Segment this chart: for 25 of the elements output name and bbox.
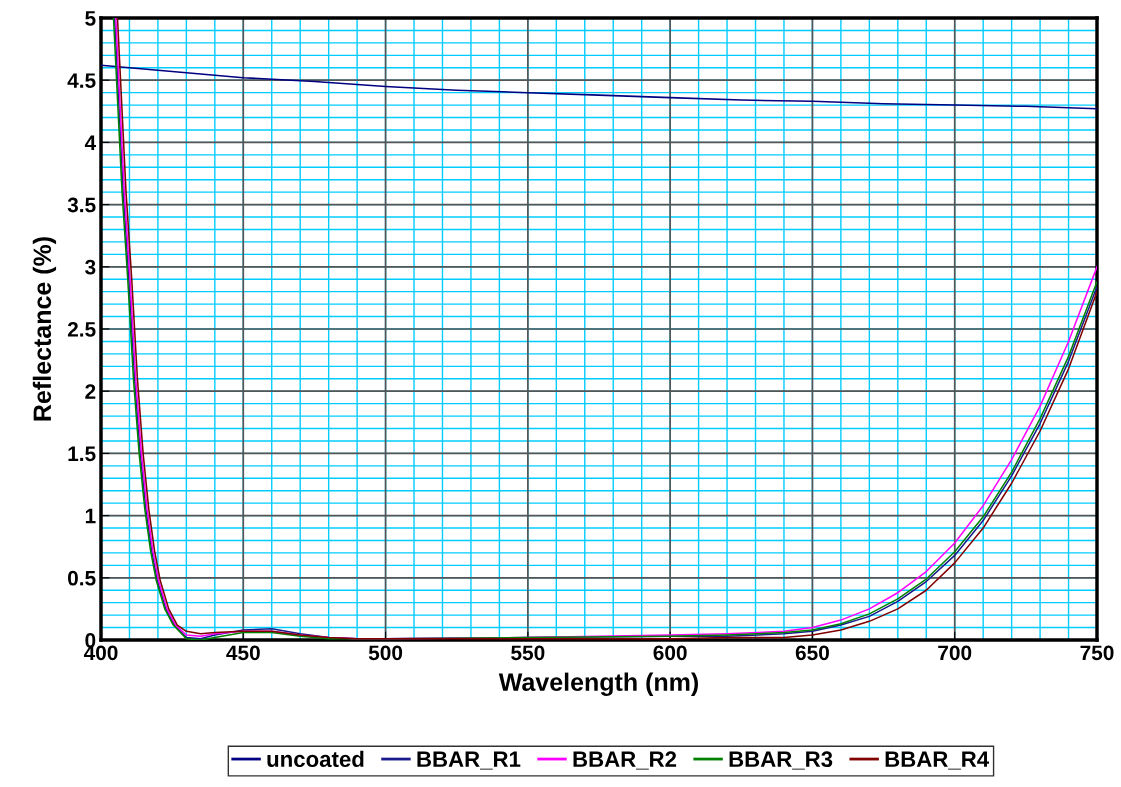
y-tick-label: 5 xyxy=(85,11,96,26)
legend-label: BBAR_R3 xyxy=(729,751,833,770)
legend-label: BBAR_R2 xyxy=(573,751,677,770)
x-tick-label: 750 xyxy=(1080,645,1114,661)
y-tick-label: 0.5 xyxy=(68,570,96,586)
x-tick-label: 700 xyxy=(938,645,972,661)
x-tick-label: 550 xyxy=(511,645,545,661)
x-tick-label: 500 xyxy=(368,645,403,661)
y-tick-label: 3 xyxy=(85,259,96,275)
y-axis-title: Reflectance (%) xyxy=(32,237,57,421)
legend-label: uncoated xyxy=(267,750,364,768)
y-tick-label: 3.5 xyxy=(67,197,96,213)
y-tick-label: 1.5 xyxy=(68,446,96,462)
y-tick-label: 1 xyxy=(85,508,96,524)
y-tick-label: 2 xyxy=(85,384,96,399)
legend-label: BBAR_R4 xyxy=(885,751,990,770)
x-tick-label: 650 xyxy=(795,645,829,661)
x-axis-title: Wavelength (nm) xyxy=(498,672,698,697)
x-tick-label: 600 xyxy=(653,645,687,661)
legend-label: BBAR_R1 xyxy=(417,751,521,770)
y-tick-label: 4.5 xyxy=(67,73,96,88)
x-tick-label: 450 xyxy=(226,645,260,661)
y-tick-label: 4 xyxy=(84,135,97,150)
y-tick-label: 2.5 xyxy=(67,322,96,337)
line-series xyxy=(101,64,1097,110)
